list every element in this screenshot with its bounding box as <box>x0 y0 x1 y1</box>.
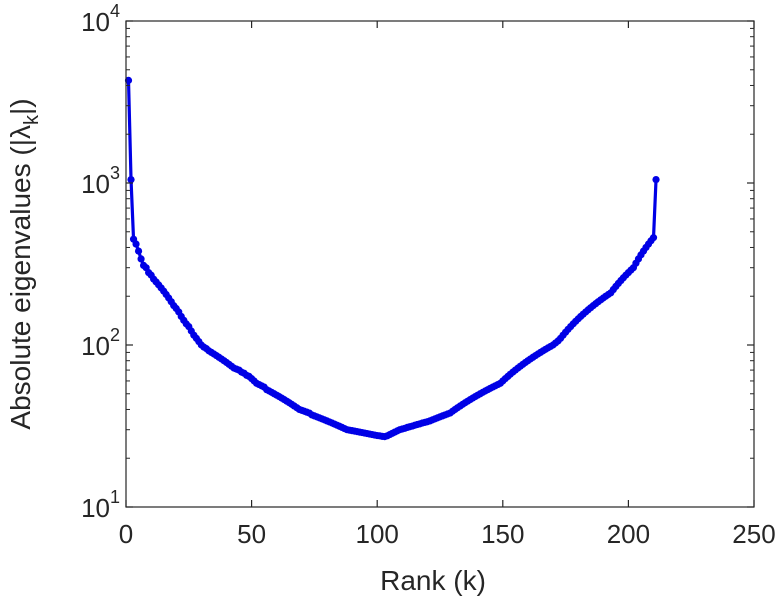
data-point <box>127 175 135 184</box>
data-point <box>652 175 660 184</box>
x-tick-label: 250 <box>732 519 775 549</box>
axes-layer <box>125 20 755 508</box>
y-tick-label: 102 <box>81 325 120 361</box>
y-axis-label-suffix: |) <box>5 98 36 115</box>
y-axis-label: Absolute eigenvalues (|λk|) <box>5 98 43 429</box>
ticks-layer: 0 50 100 150 200 250 101 102 103 104 <box>81 1 776 549</box>
x-axis-label: Rank (k) <box>380 565 486 596</box>
data-point <box>132 240 140 248</box>
data-point <box>134 247 143 255</box>
y-tick-label: 103 <box>81 163 120 199</box>
x-tick-label: 0 <box>119 519 133 549</box>
x-tick-label: 200 <box>607 519 650 549</box>
y-tick-label: 104 <box>81 1 120 37</box>
plot-area-background <box>126 21 754 507</box>
data-point <box>649 234 658 242</box>
axes-box <box>125 20 755 508</box>
data-point <box>124 76 133 84</box>
x-tick-label: 150 <box>481 519 524 549</box>
y-axis-label-prefix: Absolute eigenvalues (| <box>5 139 36 430</box>
x-tick-label: 100 <box>356 519 399 549</box>
y-tick-label: 101 <box>81 487 120 523</box>
data-point <box>137 255 145 263</box>
y-axis-label-subscript: k <box>21 114 43 125</box>
y-axis-label-lambda: λ <box>5 125 36 139</box>
series-layer <box>124 76 660 441</box>
x-tick-label: 50 <box>237 519 266 549</box>
